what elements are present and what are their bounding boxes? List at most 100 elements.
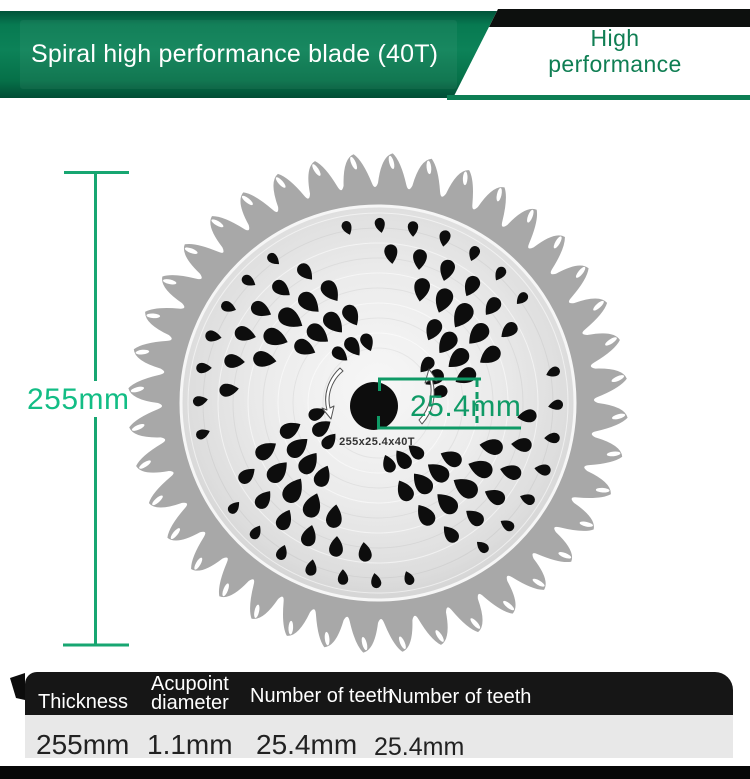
teardrop-hole <box>275 509 292 531</box>
teardrop-hole <box>308 408 326 421</box>
tooth-tip <box>435 630 444 642</box>
teardrop-hole <box>520 494 535 506</box>
teardrop-hole <box>466 510 484 527</box>
teardrop-hole <box>418 505 436 526</box>
teardrop-hole <box>435 288 454 313</box>
teardrop-hole <box>439 331 458 354</box>
teardrop-hole <box>331 346 348 361</box>
teardrop-hole <box>278 307 303 327</box>
teardrop-hole <box>464 275 481 297</box>
teardrop-hole <box>279 422 301 439</box>
teardrop-hole <box>298 452 317 475</box>
spec-value-number-of-teeth-2: 25.4mm <box>374 733 465 761</box>
banner: Spiral high performance blade (40T) <box>0 11 497 98</box>
tooth-tip <box>553 236 562 249</box>
tooth-tip <box>350 156 358 170</box>
teardrop-hole <box>455 367 477 384</box>
teardrop-hole <box>267 252 280 265</box>
teardrop-hole <box>306 323 329 342</box>
teardrop-hole <box>266 462 287 484</box>
teardrop-hole <box>383 455 396 473</box>
blade-teeth-ring <box>128 153 628 653</box>
teardrop-hole <box>413 473 433 495</box>
teardrop-hole <box>341 221 352 235</box>
tooth-tip <box>611 375 625 383</box>
teardrop-hole <box>440 259 455 281</box>
teardrop-hole <box>224 354 245 368</box>
teardrop-hole <box>241 274 256 286</box>
teardrop-hole <box>495 266 507 281</box>
teardrop-hole <box>501 322 518 338</box>
teardrop-hole <box>371 573 382 589</box>
teardrop-hole <box>227 501 240 514</box>
tooth-tip <box>606 451 621 457</box>
tooth-tip <box>503 600 515 611</box>
tooth-tip <box>184 247 198 254</box>
tooth-tip <box>194 557 203 570</box>
blade-print-label: 255x25.4x40T <box>339 436 415 448</box>
spec-header-thickness: Thickness <box>38 691 129 713</box>
spec-value-thickness: 255mm <box>36 729 130 760</box>
teardrop-hole <box>420 356 435 373</box>
teardrop-hole <box>196 362 212 374</box>
tooth-tip <box>312 164 321 176</box>
teardrop-hole <box>425 369 444 385</box>
tooth-tip <box>324 631 330 646</box>
tooth-tip <box>595 487 610 493</box>
badge-line-1: High <box>590 25 640 51</box>
tooth-tip <box>611 413 626 420</box>
tooth-tip <box>593 300 604 311</box>
teardrop-hole <box>255 443 276 461</box>
teardrop-hole <box>480 345 501 363</box>
tooth-tip <box>558 552 572 559</box>
teardrop-hole <box>313 465 330 487</box>
teardrop-hole <box>544 432 560 444</box>
teardrop-hole <box>453 479 478 499</box>
tooth-tip <box>152 495 163 506</box>
tooth-tip <box>496 188 502 202</box>
teardrop-hole <box>342 304 359 326</box>
teardrop-hole <box>282 478 302 503</box>
tooth-tip <box>135 349 150 355</box>
teardrop-hole <box>320 280 338 301</box>
teardrop-hole <box>263 327 288 346</box>
teardrop-hole <box>250 300 272 317</box>
teardrop-hole <box>548 399 564 410</box>
teardrop-hole <box>253 351 277 367</box>
teardrop-hole <box>404 571 415 585</box>
rotation-arrow-left-icon <box>321 367 344 420</box>
spec-value-acupoint-diameter: 1.1mm <box>147 729 233 760</box>
teardrop-hole <box>272 279 290 296</box>
teardrop-hole <box>221 300 236 312</box>
teardrop-hole <box>249 525 261 540</box>
spec-header-number-of-teeth-1: Number of teeth <box>250 685 394 707</box>
teardrop-hole <box>254 491 271 509</box>
teardrop-hole <box>439 230 451 247</box>
tooth-tip <box>146 313 161 319</box>
teardrop-hole <box>374 217 385 233</box>
banner-inner-panel <box>20 20 457 89</box>
teardrop-hole <box>469 322 490 344</box>
tooth-tip <box>575 266 586 278</box>
tooth-tip <box>163 279 177 285</box>
teardrop-hole <box>326 504 342 528</box>
tooth-tip <box>139 460 151 469</box>
tooth-tip <box>254 604 260 618</box>
teardrop-hole <box>443 526 459 543</box>
tooth-tip <box>288 620 294 635</box>
teardrop-hole <box>302 493 321 518</box>
teardrop-hole <box>337 569 349 585</box>
teardrop-hole <box>219 383 239 397</box>
teardrop-hole <box>297 263 313 280</box>
tooth-tip <box>388 155 395 170</box>
teardrop-hole <box>437 494 459 515</box>
teardrop-hole <box>344 337 360 356</box>
teardrop-hole <box>427 464 450 483</box>
teardrop-hole <box>469 246 481 261</box>
tooth-tip <box>426 160 432 175</box>
teardrop-hole <box>329 536 343 557</box>
teardrop-hole <box>323 311 343 333</box>
teardrop-hole <box>286 438 308 458</box>
teardrop-hole <box>426 319 443 341</box>
